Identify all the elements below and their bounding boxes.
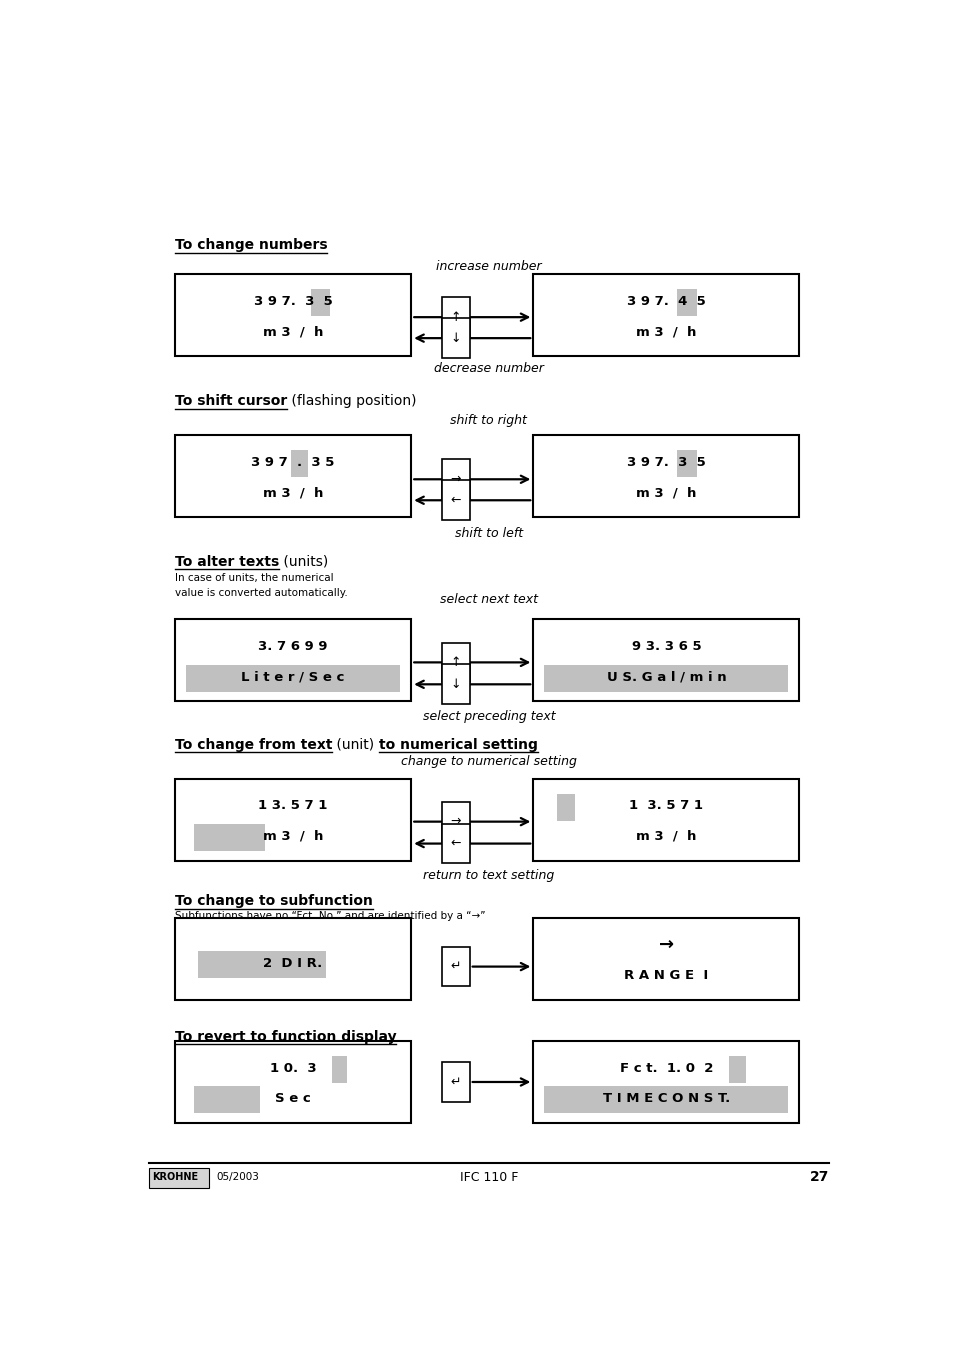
Bar [533,778,799,861]
Bar [441,664,469,705]
Text: m 3  /  h: m 3 / h [636,325,696,338]
Text: ↵: ↵ [450,1076,460,1089]
Text: KROHNE: KROHNE [152,1172,197,1183]
Text: 3. 7 6 9 9: 3. 7 6 9 9 [258,640,328,653]
Text: ↵: ↵ [450,960,460,974]
Text: decrease number: decrease number [434,363,543,375]
Text: m 3  /  h: m 3 / h [636,830,696,842]
Bar [193,1086,259,1114]
Text: 27: 27 [809,1171,828,1184]
Bar [149,1168,210,1188]
Bar [533,918,799,999]
Bar [544,664,787,691]
Text: shift to right: shift to right [450,414,527,426]
Bar [174,1042,411,1123]
Bar [441,459,469,500]
Text: (units): (units) [278,554,328,569]
Text: L i t e r / S e c: L i t e r / S e c [241,671,344,683]
Text: F c t.  1. 0  2: F c t. 1. 0 2 [619,1062,712,1074]
Text: 1 3. 5 7 1: 1 3. 5 7 1 [258,800,327,812]
Bar [728,1057,745,1082]
Text: change to numerical setting: change to numerical setting [400,755,577,769]
Bar [174,619,411,702]
Text: increase number: increase number [436,261,541,273]
Bar [174,778,411,861]
Text: ←: ← [450,837,460,850]
Text: 9 3. 3 6 5: 9 3. 3 6 5 [631,640,700,653]
Bar [441,642,469,682]
Bar [533,619,799,702]
Text: (unit): (unit) [332,737,378,752]
Bar [332,1057,347,1082]
Text: 3 9 7.  4  5: 3 9 7. 4 5 [626,295,705,308]
Bar [557,793,574,820]
Bar [441,801,469,842]
Bar [291,451,308,478]
Text: 3 9 7  .  3 5: 3 9 7 . 3 5 [251,456,335,469]
Text: to numerical setting: to numerical setting [378,737,537,752]
Text: 3 9 7.  3  5: 3 9 7. 3 5 [626,456,705,469]
Bar [441,318,469,359]
Bar [311,289,330,316]
Text: shift to left: shift to left [455,527,522,540]
Bar [533,274,799,356]
Bar [174,274,411,356]
Text: select next text: select next text [439,593,537,606]
Text: 05/2003: 05/2003 [216,1172,259,1183]
Text: In case of units, the numerical: In case of units, the numerical [174,573,333,583]
Text: value is converted automatically.: value is converted automatically. [174,588,347,598]
Text: ↓: ↓ [450,678,460,691]
Text: →: → [450,473,460,486]
Text: 1 0.  3: 1 0. 3 [270,1062,316,1074]
Bar [533,436,799,517]
Text: m 3  /  h: m 3 / h [262,486,323,500]
Text: U S. G a l / m i n: U S. G a l / m i n [606,671,725,683]
Text: To revert to function display: To revert to function display [174,1029,395,1043]
Text: ↓: ↓ [450,331,460,345]
Text: T I M E C O N S T.: T I M E C O N S T. [602,1092,729,1105]
Bar [186,664,400,691]
Bar [533,1042,799,1123]
Text: To change from text: To change from text [174,737,332,752]
Bar [677,289,697,316]
Bar [441,947,469,986]
Text: To alter texts: To alter texts [174,554,278,569]
Bar [174,436,411,517]
Text: Subfunctions have no “Fct. No.” and are identified by a “→”: Subfunctions have no “Fct. No.” and are … [174,911,485,921]
Text: To shift cursor: To shift cursor [174,394,287,409]
Text: →: → [450,815,460,828]
Text: m 3  /  h: m 3 / h [636,486,696,500]
Text: select preceding text: select preceding text [422,710,555,722]
Text: →: → [659,936,673,955]
Text: 1  3. 5 7 1: 1 3. 5 7 1 [629,800,702,812]
Text: R A N G E  I: R A N G E I [623,968,708,982]
Text: m 3  /  h: m 3 / h [262,830,323,842]
Text: 2  D I R.: 2 D I R. [263,956,322,970]
Text: ←: ← [450,494,460,507]
Text: 3 9 7.  3  5: 3 9 7. 3 5 [253,295,332,308]
Text: (flashing position): (flashing position) [287,394,416,409]
Text: ↑: ↑ [450,656,460,669]
Text: To change to subfunction: To change to subfunction [174,894,373,909]
Bar [441,481,469,520]
Bar [544,1086,787,1114]
Bar [441,297,469,337]
Text: m 3  /  h: m 3 / h [262,325,323,338]
Text: return to text setting: return to text setting [423,869,554,883]
Text: ↑: ↑ [450,311,460,323]
Bar [677,451,697,478]
Bar [193,824,264,851]
Bar [174,918,411,999]
Bar [441,824,469,864]
Bar [198,951,326,978]
Text: S e c: S e c [274,1092,311,1105]
Text: To change numbers: To change numbers [174,238,327,253]
Bar [441,1062,469,1101]
Text: IFC 110 F: IFC 110 F [459,1171,517,1184]
